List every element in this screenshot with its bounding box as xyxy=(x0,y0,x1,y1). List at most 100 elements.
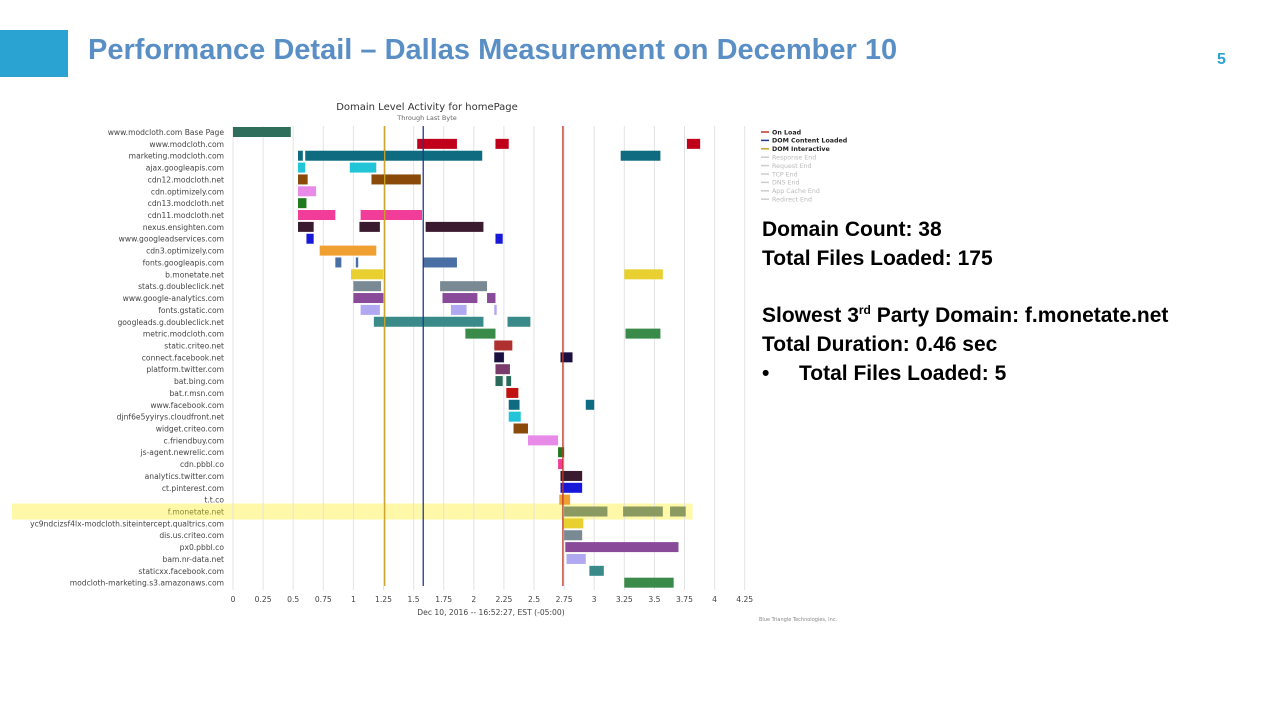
row-bar xyxy=(359,221,380,232)
bullet-item: • Total Files Loaded: 5 xyxy=(762,359,1272,388)
row-bar xyxy=(298,186,317,197)
x-tick-label: 1.25 xyxy=(375,595,392,604)
row-bar xyxy=(494,304,497,315)
row-bar xyxy=(495,233,503,244)
row-bar xyxy=(513,423,528,434)
row-bar xyxy=(494,352,504,363)
row-bar xyxy=(560,482,583,493)
row-bar xyxy=(564,530,583,541)
row-bar xyxy=(335,257,342,268)
x-tick-label: 4.25 xyxy=(736,595,753,604)
highlight-band xyxy=(12,503,693,520)
x-tick-label: 3.75 xyxy=(676,595,693,604)
row-label: www.google-analytics.com xyxy=(123,294,224,303)
row-bar xyxy=(440,281,488,292)
row-bar xyxy=(319,245,377,256)
row-label: stats.g.doubleclick.net xyxy=(138,282,224,291)
row-bar xyxy=(353,281,382,292)
x-tick-label: 3.25 xyxy=(616,595,633,604)
row-label: www.facebook.com xyxy=(150,401,224,410)
row-bar xyxy=(564,506,608,517)
row-bar xyxy=(566,553,586,564)
row-bar xyxy=(527,435,559,446)
row-label: bam.nr-data.net xyxy=(163,555,224,564)
x-tick-label: 3 xyxy=(592,595,597,604)
x-tick-label: 1.75 xyxy=(435,595,452,604)
row-bar xyxy=(558,459,563,470)
row-label: www.modcloth.com Base Page xyxy=(108,128,225,137)
row-bar xyxy=(560,352,573,363)
slide-title: Performance Detail – Dallas Measurement … xyxy=(88,34,898,66)
row-bar xyxy=(298,210,336,221)
row-label: www.modcloth.com xyxy=(149,140,224,149)
legend-entry: App Cache End xyxy=(772,188,820,195)
row-bar xyxy=(620,150,661,161)
chart-credit: Blue Triangle Technologies, Inc. xyxy=(759,617,838,623)
row-label: c.friendbuy.com xyxy=(164,436,224,445)
x-tick-label: 2 xyxy=(471,595,476,604)
row-bar xyxy=(350,269,384,280)
x-tick-label: 2.25 xyxy=(495,595,512,604)
row-label: js-agent.newrelic.com xyxy=(139,448,224,457)
row-label: www.googleadservices.com xyxy=(119,235,224,244)
row-bar xyxy=(508,399,520,410)
domain-count: Domain Count: 38 xyxy=(762,218,942,241)
row-label: marketing.modcloth.com xyxy=(129,152,224,161)
row-label: fonts.gstatic.com xyxy=(158,306,224,315)
legend-entry: Response End xyxy=(772,155,816,162)
slowest-domain: Slowest 3rd Party Domain: f.monetate.net xyxy=(762,301,1272,330)
row-label: ajax.googleapis.com xyxy=(146,164,224,173)
row-bar xyxy=(589,565,604,576)
legend-entry: Request End xyxy=(772,163,812,170)
row-bar xyxy=(623,506,663,517)
row-label: cdn3.optimizely.com xyxy=(146,247,224,256)
chart-subtitle: Through Last Byte xyxy=(396,114,457,122)
accent-block xyxy=(0,30,68,77)
row-label: cdn.pbbl.co xyxy=(180,460,224,469)
row-bar xyxy=(506,376,512,387)
slowest-sup: rd xyxy=(858,303,871,317)
row-bar xyxy=(559,494,571,505)
row-bar xyxy=(298,174,308,185)
legend-entry: On Load xyxy=(772,129,801,136)
x-axis-label: Dec 10, 2016 -- 16:52:27, EST (-05:00) xyxy=(417,608,564,617)
row-label: yc9ndcizsf4lx-modcloth.siteintercept.qua… xyxy=(30,519,224,528)
legend-entry: Redirect End xyxy=(772,197,812,204)
row-bar xyxy=(495,376,503,387)
row-bar xyxy=(233,127,291,137)
row-label: googleads.g.doubleclick.net xyxy=(117,318,224,327)
row-bar xyxy=(353,293,384,304)
x-tick-label: 0 xyxy=(231,595,236,604)
legend-entry: TCP End xyxy=(771,171,798,178)
x-tick-label: 0.75 xyxy=(315,595,332,604)
row-label: nexus.ensighten.com xyxy=(143,223,224,232)
total-duration: Total Duration: 0.46 sec xyxy=(762,333,998,356)
row-bar xyxy=(423,257,457,268)
row-label: platform.twitter.com xyxy=(146,365,224,374)
row-bar xyxy=(506,387,519,398)
row-bar xyxy=(298,198,307,209)
row-label: modcloth-marketing.s3.amazonaws.com xyxy=(70,579,224,588)
row-label: metric.modcloth.com xyxy=(143,330,224,339)
row-bar xyxy=(305,150,483,161)
row-label: bat.bing.com xyxy=(174,377,224,386)
x-tick-label: 2.75 xyxy=(556,595,573,604)
row-label: connect.facebook.net xyxy=(142,353,224,362)
x-tick-label: 1 xyxy=(351,595,356,604)
row-label: static.criteo.net xyxy=(164,341,224,350)
row-label: cdn12.modcloth.net xyxy=(148,175,224,184)
row-label: t.t.co xyxy=(204,496,224,505)
bullet-glyph: • xyxy=(762,362,770,385)
chart-title: Domain Level Activity for homePage xyxy=(336,102,518,113)
row-bar xyxy=(360,304,380,315)
row-bar xyxy=(495,364,510,375)
x-tick-label: 4 xyxy=(712,595,717,604)
row-bar xyxy=(355,257,359,268)
row-bar xyxy=(565,542,679,553)
row-bar xyxy=(417,138,457,149)
x-tick-label: 0.5 xyxy=(287,595,299,604)
total-files: Total Files Loaded: 175 xyxy=(762,247,993,270)
row-bar xyxy=(306,233,314,244)
slide-number: 5 xyxy=(1217,51,1226,68)
row-bar xyxy=(624,269,663,280)
